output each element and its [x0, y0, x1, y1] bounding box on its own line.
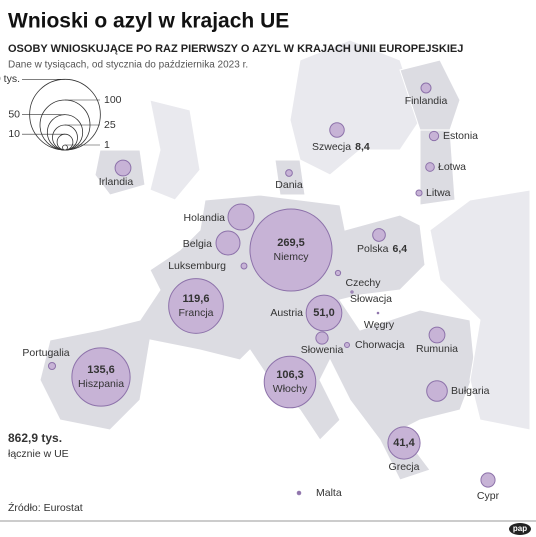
- svg-text:pap: pap: [513, 524, 527, 533]
- source: Źródło: Eurostat: [8, 501, 83, 514]
- total-caption: łącznie w UE: [8, 448, 69, 460]
- country-label: Finlandia: [405, 95, 448, 107]
- bubble: [263, 355, 317, 409]
- bubble: [240, 262, 248, 270]
- legend-label: 1: [104, 139, 110, 151]
- title: Wnioski o azyl w krajach UE: [8, 10, 289, 33]
- bubble: [329, 122, 345, 138]
- bubble: [426, 380, 448, 402]
- value-label: 119,6: [183, 293, 210, 305]
- country-label: Cypr: [477, 490, 500, 502]
- bubble: [285, 169, 293, 177]
- bubble: [168, 278, 224, 334]
- map: [39, 39, 531, 481]
- country-label: Portugalia: [22, 347, 69, 359]
- bubble: [428, 130, 440, 142]
- bubble: [372, 228, 386, 242]
- bubble: [428, 326, 446, 344]
- country-label: Włochy: [273, 383, 308, 395]
- country-label: Grecja: [389, 461, 420, 473]
- legend-circle: [52, 124, 78, 151]
- value-label: 6,4: [393, 243, 408, 255]
- country-label: Bułgaria: [451, 385, 490, 397]
- value-label: 135,6: [87, 364, 115, 376]
- country-label: Irlandia: [99, 176, 134, 188]
- value-label: 8,4: [355, 141, 370, 153]
- value-label: 269,5: [277, 237, 305, 249]
- country-label: Austria: [270, 307, 303, 319]
- legend-label: 50: [8, 108, 20, 120]
- country-label: Słowenia: [301, 344, 344, 356]
- bubble: [305, 294, 343, 332]
- country-label: Hiszpania: [78, 378, 124, 390]
- country-label: Holandia: [184, 212, 226, 224]
- bubble: [47, 361, 57, 371]
- total: 862,9 tys.: [8, 431, 62, 445]
- legend-circle: [56, 133, 74, 151]
- bubble: [114, 159, 132, 177]
- subtitle: OSOBY WNIOSKUJĄCE PO RAZ PIERWSZY O AZYL…: [8, 43, 463, 55]
- country-label: Malta: [316, 487, 342, 499]
- country-label: Polska: [357, 243, 389, 255]
- country-label: Belgia: [183, 238, 212, 250]
- value-label: 51,0: [313, 307, 334, 319]
- bubble: [425, 162, 435, 172]
- bubble: [387, 426, 421, 460]
- legend-label: 100: [104, 94, 122, 106]
- country-label: Dania: [275, 179, 303, 191]
- country-label: Luksemburg: [168, 260, 226, 272]
- bubble: [350, 290, 354, 294]
- bubble: [334, 269, 342, 277]
- country-label: Rumunia: [416, 343, 458, 355]
- legend: 200 tys. 100 50 25 10 1: [0, 73, 122, 151]
- country-label: Niemcy: [273, 251, 309, 263]
- country-label: Estonia: [443, 130, 478, 142]
- bubble: [480, 472, 496, 488]
- bubble: [71, 347, 131, 407]
- legend-circle: [62, 144, 68, 151]
- logo: pap: [509, 523, 531, 535]
- bubble: [227, 203, 255, 231]
- country-label: Słowacja: [350, 293, 392, 305]
- value-label: 41,4: [393, 437, 415, 449]
- dot: [297, 491, 301, 495]
- bubble: [249, 208, 333, 292]
- bubble: [415, 189, 423, 197]
- bubbles: Irlandia Holandia Belgia Luksemburg 269,5 Nie…: [22, 82, 500, 502]
- country-label: Litwa: [426, 187, 451, 199]
- legend-label: 200 tys.: [0, 73, 20, 85]
- legend-label: 10: [8, 128, 20, 140]
- legend-label: 25: [104, 119, 116, 131]
- country-label: Łotwa: [438, 161, 466, 173]
- bubble: [215, 230, 241, 256]
- country-label: Węgry: [364, 319, 395, 331]
- bubble: [315, 331, 329, 345]
- country-label: Francja: [178, 307, 213, 319]
- country-label: Czechy: [345, 277, 381, 289]
- bubble: [376, 311, 380, 315]
- country-label: Chorwacja: [355, 339, 405, 351]
- note: Dane w tysiącach, od stycznia do paździe…: [8, 60, 248, 71]
- bubble: [420, 82, 432, 94]
- value-label: 106,3: [276, 369, 304, 381]
- country-label: Szwecja: [312, 141, 351, 153]
- bubble: [344, 342, 350, 348]
